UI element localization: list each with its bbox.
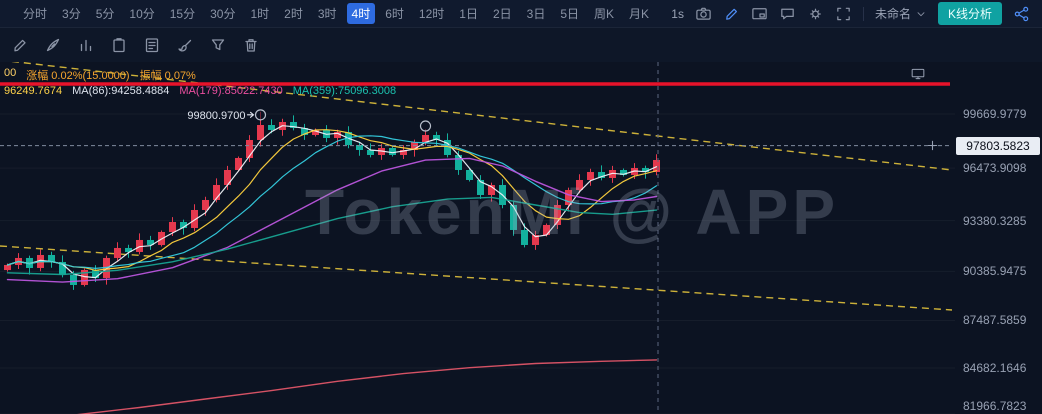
plus-icon [925,138,940,153]
timeframe-2日[interactable]: 2日 [492,7,512,21]
divider [862,6,864,21]
watermark: TokenMi @ APP [305,176,839,248]
price-axis[interactable]: 97803.5823 99669.9779 96473.9098 93380.328… [955,62,1042,414]
drawing-toolbar [0,28,1042,62]
monitor-icon [911,67,925,81]
draw-pencil-icon [11,36,29,54]
timeframe-2时[interactable]: 2时 [284,7,303,21]
topbar: 分时 3分 5分 10分 15分 30分 1时 2时 3时 4时 6时 12时 1日 2日 3日 5日 周K 月K… [0,0,1042,28]
svg-text:99800.9700: 99800.9700 [187,110,245,122]
indicator-edit-icon-button[interactable] [73,33,99,57]
current-price-label[interactable]: 97803.5823 [956,136,1040,155]
axis-price-label: 90385.9475 [963,264,1027,279]
axis-price-label: 99669.9779 [963,107,1027,121]
caret-down-icon [915,8,927,20]
brush-icon [176,36,194,54]
axis-price-label: 84682.1646 [963,361,1027,375]
timeframe-月K[interactable]: 月K [629,7,650,21]
timeframe-3日[interactable]: 3日 [526,7,546,21]
fullscreen-icon[interactable] [835,5,852,22]
gear-icon[interactable] [807,5,824,22]
timeframe-15分[interactable]: 15分 [169,7,196,21]
funnel-icon-button[interactable] [205,33,231,57]
timeframe-12时[interactable]: 12时 [418,7,445,21]
axis-price-label: 87487.5859 [963,313,1027,328]
draw-pencil-icon-button[interactable] [7,33,33,57]
timeframe-1时[interactable]: 1时 [250,7,270,21]
template-name: 未命名 [874,7,911,21]
timeframe-4时[interactable]: 4时 [346,3,376,24]
share-nodes-icon[interactable] [1013,5,1030,22]
timeframe-tabs: 分时 3分 5分 10分 15分 30分 1时 2时 3时 4时 6时 12时 1日 2日 3日 5日 周K 月K [18,3,654,24]
alert-line-monitor-icon[interactable] [911,67,925,81]
brush-icon-button[interactable] [172,33,198,57]
axis-price-label: 81966.7823 [963,399,1027,413]
trash-icon-button[interactable] [238,33,264,57]
timeframe-分时[interactable]: 分时 [23,7,48,21]
timeframe-10分[interactable]: 10分 [129,7,155,21]
caret-holder [915,8,927,20]
candlestick-chart[interactable]: 99800.9700 TokenMi @ APP [0,62,1042,414]
pip-window-icon[interactable] [751,5,768,22]
trash-icon [242,36,260,54]
note-edit-icon-button[interactable] [139,33,165,57]
timeframe-3时[interactable]: 3时 [317,7,337,21]
pen-icon [44,36,62,54]
timeframe-5日[interactable]: 5日 [560,7,580,21]
axis-price-label: 93380.3285 [963,213,1027,228]
timeframe-周K[interactable]: 周K [594,7,615,21]
axis-price-label: 96473.9098 [963,161,1027,176]
timeframe-1日[interactable]: 1日 [459,7,478,21]
pen-icon-button[interactable] [40,33,66,57]
chat-icon[interactable] [779,5,796,22]
timeframe-6时[interactable]: 6时 [385,7,404,21]
timeframe-30分[interactable]: 30分 [210,7,236,21]
clipboard-icon-button[interactable] [106,33,132,57]
indicator-edit-icon [77,36,95,54]
kline-analysis-button[interactable]: K线分析 [937,2,1002,25]
interval-label[interactable]: 1s [671,6,684,21]
template-select[interactable]: 未命名 [875,5,927,22]
camera-icon[interactable] [695,5,712,22]
crosshair-plus-icon[interactable] [925,138,940,153]
share-holder [1013,5,1030,22]
topbar-icons [695,5,852,22]
funnel-icon [209,36,227,54]
clipboard-icon [110,36,128,54]
chart-area[interactable]: 99800.9700 TokenMi @ APP 00 涨幅 0.02%(15.00… [0,62,1042,414]
timeframe-3分[interactable]: 3分 [62,7,81,21]
topbar-right: 1s 未命名 K线分析 [671,2,1034,25]
note-edit-icon [143,36,161,54]
timeframe-5分[interactable]: 5分 [95,7,115,21]
edit-pencil-icon[interactable] [723,5,740,22]
